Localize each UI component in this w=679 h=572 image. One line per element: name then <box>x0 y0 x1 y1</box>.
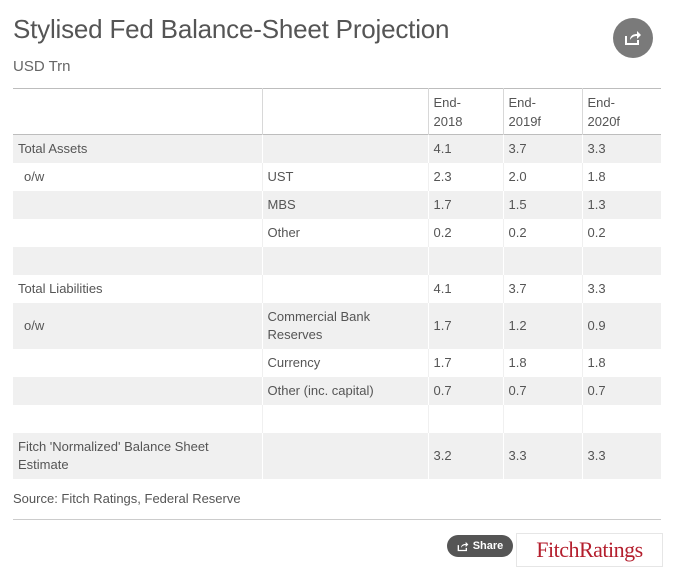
column-header-end-2018: End- 2018 <box>427 88 503 135</box>
cell-value <box>502 404 582 433</box>
row-label <box>13 376 262 405</box>
table-row: Other (inc. capital) 0.7 0.7 0.7 <box>13 376 661 405</box>
row-sublabel: MBS <box>261 190 428 219</box>
cell-value: 0.2 <box>581 218 661 247</box>
cell-value: 2.0 <box>502 162 582 191</box>
share-pill-button[interactable]: Share <box>447 535 513 557</box>
cell-value: 3.7 <box>502 274 582 303</box>
cell-value: 1.8 <box>581 348 661 377</box>
row-sublabel: Commercial Bank Reserves <box>261 302 428 349</box>
source-note: Source: Fitch Ratings, Federal Reserve <box>13 491 241 506</box>
share-label: Share <box>472 540 504 552</box>
cell-value: 0.9 <box>581 302 661 349</box>
cell-value <box>581 404 661 433</box>
row-label <box>13 348 262 377</box>
row-sublabel: UST <box>261 162 428 191</box>
page-title: Stylised Fed Balance-Sheet Projection <box>13 14 450 44</box>
cell-value <box>427 246 503 275</box>
row-label <box>13 218 262 247</box>
cell-value <box>502 246 582 275</box>
column-header-end-2020f: End- 2020f <box>581 88 661 135</box>
cell-value: 1.7 <box>427 348 503 377</box>
row-label: Fitch 'Normalized' Balance Sheet Estimat… <box>13 432 262 479</box>
column-header-end-2019f: End- 2019f <box>502 88 582 135</box>
table-row: o/w UST 2.3 2.0 1.8 <box>13 162 661 191</box>
row-label: o/w <box>13 162 262 191</box>
table-row: Fitch 'Normalized' Balance Sheet Estimat… <box>13 432 661 479</box>
row-sublabel: Currency <box>261 348 428 377</box>
row-label <box>13 404 262 433</box>
row-label: Total Assets <box>13 134 262 163</box>
balance-sheet-table: End- 2018 End- 2019f End- 2020f Total As… <box>13 88 661 479</box>
row-sublabel: Other <box>261 218 428 247</box>
table-row: Total Assets 4.1 3.7 3.3 <box>13 134 661 163</box>
row-sublabel <box>261 134 428 163</box>
cell-value: 0.7 <box>581 376 661 405</box>
cell-value: 3.3 <box>502 432 582 479</box>
row-label <box>13 190 262 219</box>
share-button[interactable] <box>613 18 653 58</box>
cell-value: 0.7 <box>427 376 503 405</box>
cell-value <box>427 404 503 433</box>
cell-value: 4.1 <box>427 134 503 163</box>
cell-value: 1.2 <box>502 302 582 349</box>
cell-value: 0.7 <box>502 376 582 405</box>
cell-value: 1.8 <box>581 162 661 191</box>
logo-text: FitchRatings <box>536 537 643 562</box>
cell-value <box>581 246 661 275</box>
cell-value: 1.7 <box>427 190 503 219</box>
divider <box>13 519 661 520</box>
row-sublabel <box>261 432 428 479</box>
column-header <box>261 88 428 135</box>
share-icon <box>457 541 469 551</box>
table-row-spacer <box>13 404 661 433</box>
cell-value: 1.7 <box>427 302 503 349</box>
table-row: Other 0.2 0.2 0.2 <box>13 218 661 247</box>
cell-value: 4.1 <box>427 274 503 303</box>
cell-value: 1.8 <box>502 348 582 377</box>
table-row: Total Liabilities 4.1 3.7 3.3 <box>13 274 661 303</box>
cell-value: 3.7 <box>502 134 582 163</box>
cell-value: 1.5 <box>502 190 582 219</box>
cell-value: 3.3 <box>581 134 661 163</box>
table-row-spacer <box>13 246 661 275</box>
row-sublabel <box>261 274 428 303</box>
row-sublabel: Other (inc. capital) <box>261 376 428 405</box>
column-header <box>13 89 262 135</box>
row-sublabel <box>261 246 428 275</box>
cell-value: 0.2 <box>502 218 582 247</box>
cell-value: 2.3 <box>427 162 503 191</box>
share-icon <box>625 31 641 45</box>
cell-value: 3.2 <box>427 432 503 479</box>
row-label: Total Liabilities <box>13 274 262 303</box>
table-row: MBS 1.7 1.5 1.3 <box>13 190 661 219</box>
table-row: o/w Commercial Bank Reserves 1.7 1.2 0.9 <box>13 302 661 349</box>
row-sublabel <box>261 404 428 433</box>
cell-value: 3.3 <box>581 432 661 479</box>
table-header-row: End- 2018 End- 2019f End- 2020f <box>13 88 661 135</box>
cell-value: 0.2 <box>427 218 503 247</box>
cell-value: 1.3 <box>581 190 661 219</box>
fitch-ratings-logo: FitchRatings <box>516 533 663 567</box>
cell-value: 3.3 <box>581 274 661 303</box>
row-label: o/w <box>13 302 262 349</box>
table-row: Currency 1.7 1.8 1.8 <box>13 348 661 377</box>
page-subtitle: USD Trn <box>13 58 71 75</box>
row-label <box>13 246 262 275</box>
